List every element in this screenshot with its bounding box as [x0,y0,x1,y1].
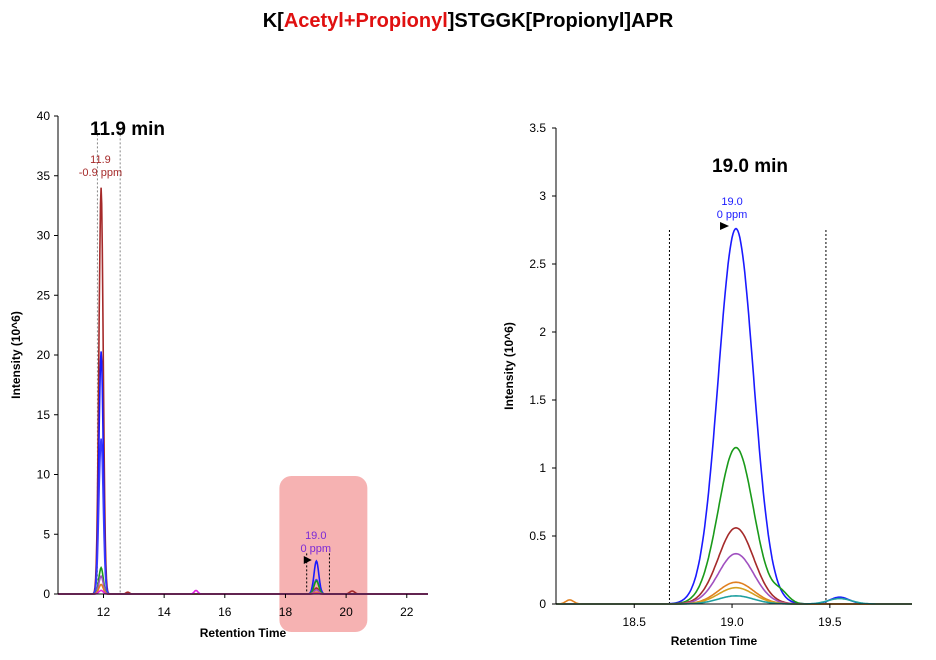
left-x-tick-label: 16 [218,605,232,619]
right-y-tick-label: 0.5 [529,529,546,543]
left-peak2-rt-label: 19.0 [305,530,326,542]
left-x-tick-label: 18 [279,605,293,619]
right-series-line-orange [556,581,912,605]
chart-title: K[Acetyl+Propionyl]STGGK[Propionyl]APR [0,10,936,33]
right-x-axis-label: Retention Time [671,634,758,648]
right-y-axis-label: Intensity (10^6) [502,322,516,410]
left-y-tick-label: 25 [37,288,51,302]
left-x-tick-label: 20 [339,605,353,619]
right-peak-ppm-label: 0 ppm [717,209,748,221]
right-y-tick-label: 3 [539,189,546,203]
title-prefix: K[ [262,10,284,32]
left-x-tick-label: 22 [400,605,414,619]
right-x-tick-label: 19.5 [818,615,842,629]
right-series-line-teal [556,594,912,605]
right-y-tick-label: 3.5 [529,121,546,135]
left-y-tick-label: 20 [37,348,51,362]
left-y-tick-label: 40 [37,109,51,123]
right-series-line-darkred [556,526,912,605]
left-rt-annotation: 11.9 min [90,119,165,140]
left-series-line-trace-magenta [58,589,428,595]
left-series-line-trace-green [58,566,428,595]
right-y-tick-label: 1 [539,461,546,475]
left-y-tick-label: 35 [37,169,51,183]
right-x-tick-label: 18.5 [623,615,647,629]
left-peak1-rt-label: 11.9 [90,154,111,166]
right-y-tick-label: 0 [539,597,546,611]
left-y-tick-label: 30 [37,229,51,243]
left-series-line-trace-darkred [58,187,428,595]
left-y-axis-label: Intensity (10^6) [9,311,23,399]
left-series-line-trace-blue2 [58,438,428,595]
right-peak-rt-label: 19.0 [721,196,742,208]
title-highlight: Acetyl+Propionyl [283,10,448,32]
left-peak2-marker-icon [303,556,312,564]
right-y-tick-label: 1.5 [529,393,546,407]
left-y-tick-label: 0 [43,587,50,601]
title-suffix: ]STGGK[Propionyl]APR [447,10,674,32]
left-series-line-trace-orange [58,583,428,595]
left-peak1-ppm-label: -0.9 ppm [79,167,122,179]
left-peak2-ppm-label: 0 ppm [300,543,331,555]
right-y-tick-label: 2 [539,325,546,339]
right-y-tick-label: 2.5 [529,257,546,271]
right-peak-marker-icon [720,222,730,230]
right-x-tick-label: 19.0 [720,615,744,629]
left-x-tick-label: 14 [157,605,171,619]
left-y-tick-label: 5 [43,527,50,541]
right-series-line-green [556,446,912,605]
right-rt-annotation: 19.0 min [712,156,788,177]
left-y-tick-label: 10 [37,468,51,482]
left-series-line-trace-blue [58,351,428,595]
left-x-tick-label: 12 [97,605,111,619]
left-y-tick-label: 15 [37,408,51,422]
highlight-region [279,476,368,632]
left-series-line-trace-purple [58,574,428,595]
right-series-line-blue [556,227,912,605]
left-x-axis-label: Retention Time [200,626,287,640]
